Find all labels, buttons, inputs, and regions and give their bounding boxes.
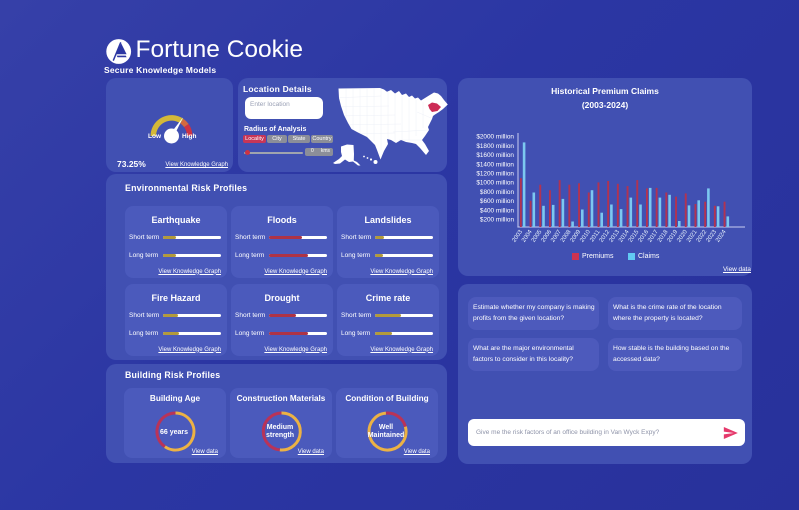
svg-text:$1400 million: $1400 million bbox=[476, 161, 514, 168]
svg-text:$400 million: $400 million bbox=[480, 207, 515, 214]
svg-text:$1000 million: $1000 million bbox=[476, 180, 514, 187]
svg-text:$1600 million: $1600 million bbox=[476, 152, 514, 159]
svg-text:$600 million: $600 million bbox=[480, 198, 515, 205]
svg-text:$200 million: $200 million bbox=[480, 217, 515, 224]
svg-text:$2000 million: $2000 million bbox=[476, 134, 514, 141]
svg-text:$1800 million: $1800 million bbox=[476, 143, 514, 150]
svg-text:$800 million: $800 million bbox=[480, 189, 515, 196]
svg-text:2024: 2024 bbox=[715, 229, 728, 244]
svg-text:$1200 million: $1200 million bbox=[476, 171, 514, 178]
